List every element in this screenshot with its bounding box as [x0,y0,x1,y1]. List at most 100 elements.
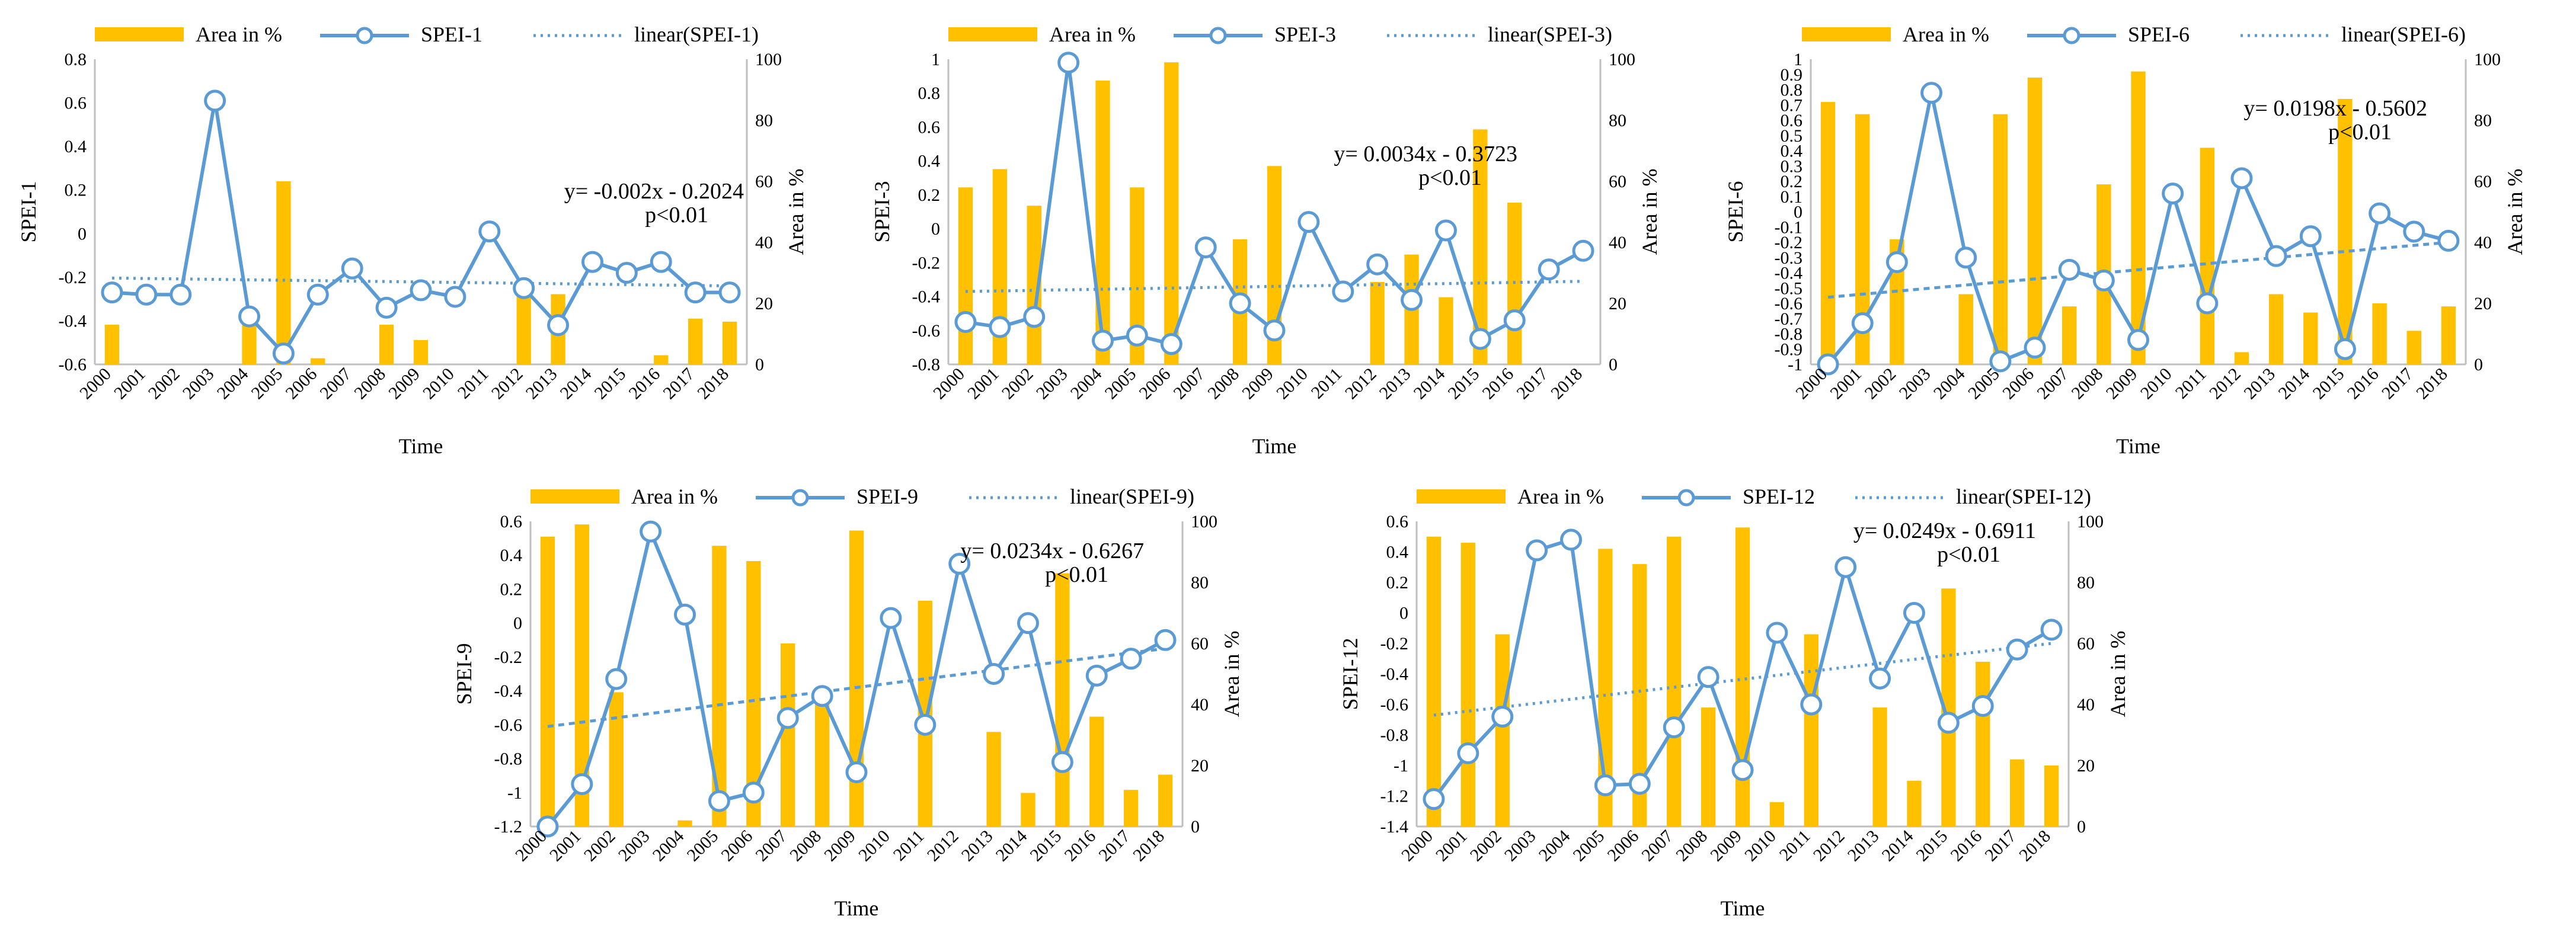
spei-point [581,251,603,273]
y-left-tick-label: 0.4 [500,546,523,565]
spei-point [615,262,638,284]
x-tick-label: 2014 [1878,827,1917,866]
x-tick-label: 2004 [213,364,253,403]
x-tick-label: 2014 [557,364,596,403]
y-left-tick-label: 0 [513,614,522,633]
legend-line-marker [791,489,809,507]
y-left-tick-label: -0.6 [59,355,87,374]
y-right-tick-label: 100 [2077,512,2104,531]
legend: Area in % SPEI-12 linear(SPEI-12) [1417,485,2091,508]
x-tick-label: 2010 [1741,827,1780,866]
x-tick-label: 2009 [1238,364,1277,403]
bar-area-percent [712,546,727,827]
bar-area-percent [104,325,120,364]
bar-area-percent [1976,661,1990,827]
legend: Area in % SPEI-9 linear(SPEI-9) [530,485,1194,508]
bar-area-percent [1495,634,1510,827]
x-tick-label: 2012 [1341,364,1380,403]
y-left-tick-label: 0.8 [918,84,941,103]
spei-point [571,773,593,795]
spei-point [674,603,696,626]
y-right-tick-label: 0 [2077,817,2086,837]
bar-area-percent [986,732,1001,827]
legend-trend-label: linear(SPEI-6) [2341,23,2466,46]
legend: Area in % SPEI-1 linear(SPEI-1) [95,23,759,46]
x-tick-label: 2007 [1638,827,1677,866]
bar-area-percent [1769,802,1785,827]
x-tick-label: 2010 [419,364,458,403]
x-tick-label: 2011 [2172,364,2210,403]
spei-point [341,257,363,280]
legend: Area in % SPEI-6 linear(SPEI-6) [1802,23,2466,46]
bar-area-percent [722,321,737,364]
y-left-tick-label: -1.2 [1380,787,1409,806]
spei-point [1851,312,1874,334]
y-left-tick-label: 0.3 [1781,156,1803,176]
x-axis-title: Time [399,434,443,458]
bar-area-percent [1370,281,1385,364]
x-tick-label: 2017 [1095,827,1134,866]
y-axis-right-title: Area in % [2503,169,2527,255]
bar-area-percent [1804,634,1818,827]
x-tick-label: 2016 [2344,364,2383,403]
x-tick-label: 2007 [752,827,791,866]
spei-point [1263,319,1286,342]
y-left-tick-label: 0.4 [65,137,87,156]
x-tick-label: 2008 [1672,827,1711,866]
x-axis-title: Time [1721,896,1765,920]
x-tick-label: 2002 [998,364,1037,403]
bar-area-percent [2268,294,2284,364]
y-left-tick-label: -0.7 [1775,309,1803,329]
spei-point [1160,333,1182,355]
y-axis-right-title: Area in % [1220,631,1244,717]
y-right-tick-label: 80 [755,111,773,130]
y-left-tick-label: -0.4 [59,311,87,331]
legend-line-label: SPEI-6 [2128,23,2190,46]
spei-point [1920,82,1943,104]
spei-point [1538,258,1560,281]
spei-point [1491,706,1514,728]
legend-bar-label: Area in % [1517,485,1604,508]
y-left-tick-label: -1 [1394,756,1408,776]
spei-point [1817,353,1839,376]
spei-point [1051,751,1073,773]
spei-point [272,342,295,365]
y-left-tick-label: -0.2 [912,253,941,273]
y-left-tick-label: -0.6 [912,321,941,341]
y-left-tick-label: -0.6 [494,715,523,735]
spei-point [1085,664,1108,687]
y-right-tick-label: 20 [755,294,773,313]
spei-point [1423,788,1445,811]
y-left-tick-label: 0.8 [65,50,87,69]
y-right-tick-label: 20 [2077,756,2095,776]
chart-svg: -1-0.9-0.8-0.7-0.6-0.5-0.4-0.3-0.2-0.100… [1724,23,2527,458]
bar-area-percent [1426,536,1442,827]
x-tick-label: 2012 [2206,364,2245,403]
spei-point [811,685,833,707]
y-left-tick-label: -0.6 [1775,294,1803,313]
x-tick-label: 2011 [454,364,493,403]
x-tick-label: 2005 [683,827,723,866]
bar-area-percent [1820,102,1836,364]
y-left-tick-label: 1 [931,50,940,69]
spei-point [2334,338,2356,360]
spei-point [1989,350,2012,373]
bar-area-percent [1993,114,2008,364]
spei-point [2058,258,2080,281]
spei-point [983,663,1005,685]
bar-area-percent [276,181,291,364]
y-right-tick-label: 20 [1191,756,1209,776]
x-tick-label: 2008 [350,364,389,403]
y-left-tick-label: -0.2 [1380,634,1409,653]
y-left-tick-label: 0.6 [1781,111,1803,130]
y-left-tick-label: -1.2 [494,817,523,837]
spei-point [708,790,730,812]
y-left-tick-label: -0.4 [1380,665,1409,684]
spei-point [1194,236,1217,259]
y-left-tick-label: 0.2 [918,185,941,205]
spei-point [1120,648,1142,670]
legend-bar-label: Area in % [1049,23,1136,46]
spei-point [914,713,937,736]
bar-area-percent [1460,543,1475,827]
y-right-tick-label: 60 [755,172,773,191]
